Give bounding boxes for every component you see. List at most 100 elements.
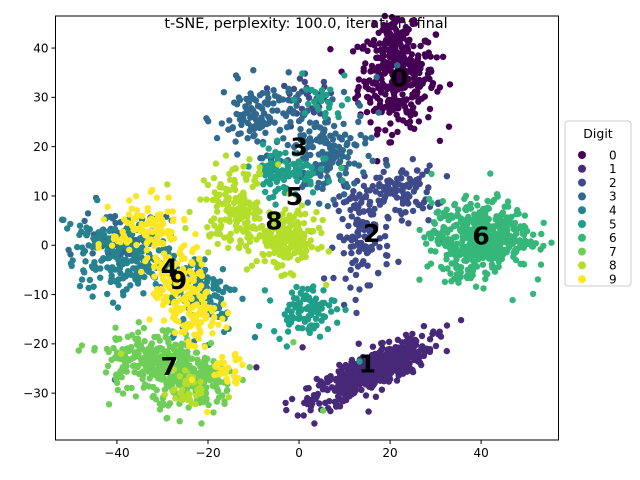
data-point bbox=[309, 143, 316, 151]
data-point bbox=[372, 356, 379, 363]
data-point bbox=[115, 281, 122, 289]
data-point bbox=[135, 329, 142, 336]
data-point bbox=[423, 240, 430, 247]
data-point bbox=[148, 340, 156, 347]
data-point bbox=[235, 244, 243, 252]
data-point bbox=[368, 243, 375, 250]
data-point bbox=[386, 139, 393, 146]
data-point bbox=[186, 208, 193, 216]
y-tick-label: −20 bbox=[23, 337, 48, 351]
data-point bbox=[119, 390, 127, 397]
data-point bbox=[335, 159, 343, 167]
data-point bbox=[394, 98, 401, 105]
data-point bbox=[375, 368, 383, 375]
data-point bbox=[355, 232, 362, 239]
data-point bbox=[373, 174, 380, 181]
data-point bbox=[384, 190, 391, 197]
data-point bbox=[266, 116, 274, 123]
data-point bbox=[364, 47, 371, 54]
data-point bbox=[394, 15, 401, 23]
series-digit-6 bbox=[338, 164, 555, 304]
data-point bbox=[505, 203, 512, 210]
data-point bbox=[506, 217, 513, 224]
data-point bbox=[434, 208, 442, 215]
data-point bbox=[384, 98, 392, 105]
data-point bbox=[353, 205, 360, 212]
legend-label-7: 7 bbox=[609, 245, 617, 259]
data-point bbox=[204, 224, 211, 231]
data-point bbox=[272, 201, 279, 208]
data-point bbox=[178, 251, 185, 259]
data-point bbox=[421, 234, 428, 241]
data-point bbox=[198, 304, 205, 311]
data-point bbox=[283, 317, 291, 324]
legend-marker-3 bbox=[578, 192, 586, 201]
data-point bbox=[399, 91, 406, 98]
data-point bbox=[232, 138, 239, 145]
data-point bbox=[231, 286, 238, 293]
legend-marker-7 bbox=[578, 247, 586, 256]
data-point bbox=[380, 168, 387, 176]
data-point bbox=[261, 257, 268, 265]
data-point bbox=[85, 284, 92, 292]
data-point bbox=[299, 149, 307, 156]
cluster-label-0: 0 bbox=[390, 64, 407, 93]
data-point bbox=[129, 362, 137, 370]
data-point bbox=[295, 243, 302, 250]
data-point bbox=[317, 165, 324, 172]
data-point bbox=[267, 152, 274, 160]
y-tick-label: 30 bbox=[33, 91, 48, 105]
data-point bbox=[207, 230, 215, 238]
data-point bbox=[244, 171, 252, 178]
data-point bbox=[184, 353, 192, 360]
data-point bbox=[300, 412, 307, 419]
data-point bbox=[357, 112, 364, 120]
data-point bbox=[302, 398, 310, 405]
data-point bbox=[160, 317, 168, 324]
data-point bbox=[288, 395, 296, 403]
data-point bbox=[81, 269, 88, 276]
data-point bbox=[82, 231, 90, 238]
data-point bbox=[388, 365, 395, 372]
data-point bbox=[132, 353, 139, 360]
data-point bbox=[112, 219, 119, 227]
data-point bbox=[305, 100, 312, 108]
data-point bbox=[263, 120, 270, 128]
data-point bbox=[192, 230, 199, 238]
data-point bbox=[411, 88, 419, 95]
data-point bbox=[183, 300, 191, 307]
data-point bbox=[348, 249, 355, 257]
data-point bbox=[236, 199, 244, 206]
data-point bbox=[146, 263, 153, 270]
data-point bbox=[163, 415, 170, 422]
data-point bbox=[445, 123, 453, 130]
data-point bbox=[368, 134, 375, 141]
data-point bbox=[151, 273, 158, 280]
data-point bbox=[204, 181, 212, 189]
data-point bbox=[287, 270, 294, 277]
data-point bbox=[500, 222, 507, 229]
data-point bbox=[283, 124, 291, 131]
data-point bbox=[299, 70, 306, 77]
data-point bbox=[453, 240, 460, 247]
data-point bbox=[328, 308, 335, 315]
data-point bbox=[291, 168, 298, 176]
data-point bbox=[355, 76, 363, 83]
data-point bbox=[409, 368, 417, 376]
data-point bbox=[464, 243, 471, 250]
data-point bbox=[146, 316, 153, 323]
data-point bbox=[151, 359, 158, 367]
data-point bbox=[375, 183, 383, 190]
x-tick-label: 40 bbox=[473, 446, 488, 460]
data-point bbox=[275, 185, 282, 192]
data-point bbox=[383, 261, 390, 268]
data-point bbox=[360, 219, 367, 226]
data-point bbox=[98, 257, 105, 264]
cluster-label-5: 5 bbox=[286, 182, 303, 211]
data-point bbox=[382, 223, 390, 231]
data-point bbox=[165, 194, 172, 201]
data-point bbox=[443, 322, 451, 329]
data-point bbox=[537, 261, 545, 268]
data-point bbox=[325, 248, 332, 255]
data-point bbox=[252, 110, 260, 118]
